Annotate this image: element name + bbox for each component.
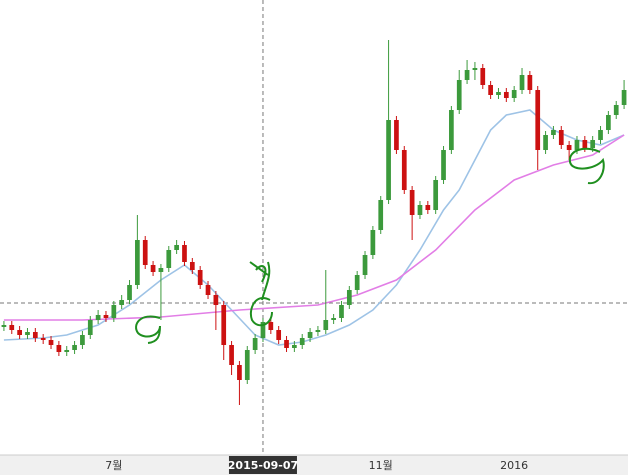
candle-body (221, 305, 227, 345)
candle-body (558, 130, 564, 145)
candle-body (339, 305, 344, 318)
candle-body (488, 85, 493, 95)
candle-body (582, 140, 588, 148)
candle-body (150, 265, 156, 272)
candle-body (370, 230, 376, 255)
candle-body (401, 150, 407, 190)
candle-body (25, 332, 30, 335)
candle-body (252, 338, 258, 350)
candle-body (48, 340, 54, 345)
candle-body (590, 140, 596, 148)
candle-body (574, 140, 580, 150)
candle-body (1, 325, 7, 327)
candle-body (449, 110, 454, 150)
candle-body (244, 350, 250, 380)
x-tick-label: 7월 (105, 459, 122, 472)
candle-body (621, 90, 627, 105)
candle-body (307, 332, 313, 338)
annotation-circle (135, 315, 161, 344)
candle-body (56, 345, 62, 352)
candle-body (441, 150, 446, 180)
candle-body (409, 190, 415, 215)
candle-body (182, 245, 187, 262)
candle-body (64, 350, 70, 352)
candle-body (354, 275, 360, 290)
candle-body (323, 320, 329, 330)
candle-body (551, 130, 556, 135)
candle-body (40, 338, 46, 340)
candle-body (456, 80, 462, 110)
candle-body (260, 322, 266, 338)
candle-body (189, 262, 195, 270)
candle-body (127, 285, 132, 300)
candle-body (205, 285, 211, 295)
annotation-mark (249, 261, 273, 327)
moving-average-line (3, 134, 625, 321)
candle-body (9, 325, 15, 330)
x-tick-label: 11월 (369, 459, 393, 472)
candle-body (237, 365, 242, 380)
candle-body (292, 345, 297, 348)
candle-body (72, 345, 77, 350)
candle-body (480, 68, 486, 85)
candle-body (87, 320, 93, 335)
candle-body (566, 145, 572, 150)
candle-body (119, 300, 125, 305)
candle-body (32, 332, 38, 338)
candle-body (503, 92, 509, 98)
candle-body (464, 70, 470, 80)
candle-body (378, 200, 384, 230)
plot (0, 0, 628, 455)
candle-body (472, 68, 478, 70)
candle-body (80, 335, 85, 345)
candle-body (496, 92, 501, 95)
x-tick-label: 2015-09-07 (228, 459, 298, 472)
candle-body (346, 290, 352, 305)
candle-body (158, 268, 164, 272)
candle-body (519, 75, 525, 90)
candle-body (213, 295, 219, 305)
candle-body (166, 250, 172, 268)
candle-body (17, 330, 22, 335)
candle-body (111, 305, 117, 318)
x-axis-strip (0, 455, 628, 475)
candle-body (95, 315, 101, 320)
candle-body (315, 330, 321, 332)
candle-body (527, 75, 533, 90)
candle-body (598, 130, 603, 140)
candle-body (386, 120, 391, 200)
x-tick-label: 2016 (500, 459, 528, 472)
candle-body (103, 315, 109, 318)
candle-body (197, 270, 203, 285)
candle-body (425, 205, 431, 210)
candle-body (417, 205, 423, 215)
candle-body (284, 340, 289, 348)
annotations (135, 147, 605, 344)
candle-body (535, 90, 541, 150)
candle-body (142, 240, 148, 265)
candle-body (331, 318, 336, 320)
candle-body (135, 240, 140, 285)
candle-body (613, 105, 619, 115)
candle-body (268, 322, 274, 330)
candle-body (394, 120, 399, 150)
candle-body (174, 245, 179, 250)
crosshair-label-bg (228, 456, 297, 474)
candle-body (433, 180, 439, 210)
candle-body (362, 255, 368, 275)
candle-body (229, 345, 234, 365)
annotation-circle (568, 147, 605, 185)
candle-body (543, 135, 548, 150)
candle-body (606, 115, 611, 130)
moving-average-line (3, 109, 625, 346)
candle-body (276, 330, 282, 340)
candle-body (511, 90, 517, 98)
candle-body (299, 338, 305, 345)
